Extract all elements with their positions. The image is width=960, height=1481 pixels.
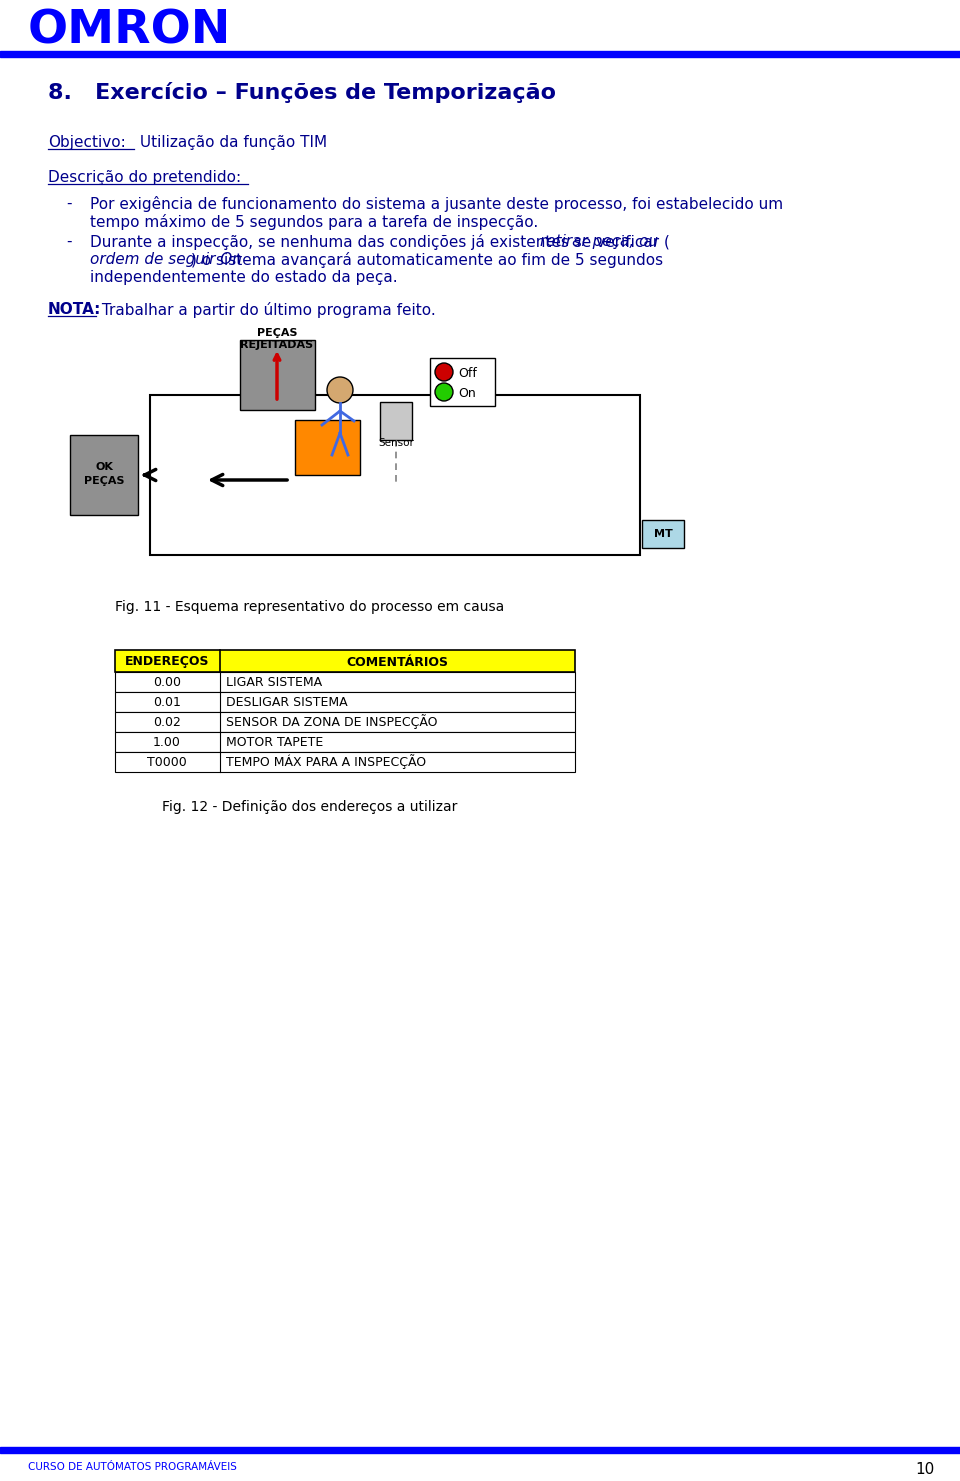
Text: PEÇAS: PEÇAS (256, 327, 298, 338)
Text: Trabalhar a partir do último programa feito.: Trabalhar a partir do último programa fe… (97, 302, 436, 318)
Text: SENSOR DA ZONA DE INSPECÇÃO: SENSOR DA ZONA DE INSPECÇÃO (226, 714, 438, 730)
Text: Fig. 12 - Definição dos endereços a utilizar: Fig. 12 - Definição dos endereços a util… (162, 800, 458, 815)
Text: ordem de seguir On: ordem de seguir On (90, 252, 242, 267)
Circle shape (327, 378, 353, 403)
Bar (115, 672, 575, 692)
Bar (240, 341, 315, 410)
Text: retirar peça, ou: retirar peça, ou (540, 234, 658, 249)
Text: Objectivo:: Objectivo: (48, 135, 126, 150)
Text: DESLIGAR SISTEMA: DESLIGAR SISTEMA (226, 696, 348, 708)
Bar (150, 395, 640, 555)
Text: REJEITADAS: REJEITADAS (240, 341, 314, 350)
Text: On: On (458, 387, 476, 400)
Text: -: - (66, 234, 71, 249)
Text: TEMPO MÁX PARA A INSPECÇÃO: TEMPO MÁX PARA A INSPECÇÃO (226, 754, 426, 770)
Text: 1.00: 1.00 (153, 736, 180, 748)
Text: Por exigência de funcionamento do sistema a jusante deste processo, foi estabele: Por exigência de funcionamento do sistem… (90, 195, 783, 212)
Bar (70, 435, 138, 515)
Text: tempo máximo de 5 segundos para a tarefa de inspecção.: tempo máximo de 5 segundos para a tarefa… (90, 213, 539, 230)
Text: Durante a inspecção, se nenhuma das condições já existentes se verificar (: Durante a inspecção, se nenhuma das cond… (90, 234, 670, 250)
Bar (115, 752, 575, 772)
Bar (380, 401, 412, 440)
Text: Descrição do pretendido:: Descrição do pretendido: (48, 170, 241, 185)
Text: Sensor: Sensor (378, 438, 414, 447)
Bar (115, 692, 575, 712)
Text: ) o sistema avançará automaticamente ao fim de 5 segundos: ) o sistema avançará automaticamente ao … (191, 252, 663, 268)
Text: 0.02: 0.02 (153, 715, 180, 729)
Bar (642, 520, 684, 548)
Text: CURSO DE AUTÓMATOS PROGRAMÁVEIS: CURSO DE AUTÓMATOS PROGRAMÁVEIS (28, 1462, 237, 1472)
Text: COMENTÁRIOS: COMENTÁRIOS (346, 656, 448, 668)
Bar (115, 732, 575, 752)
Text: OMRON: OMRON (28, 7, 231, 53)
Text: Fig. 11 - Esquema representativo do processo em causa: Fig. 11 - Esquema representativo do proc… (115, 600, 505, 615)
Text: Off: Off (458, 367, 477, 381)
Text: NOTA:: NOTA: (48, 302, 102, 317)
Text: LIGAR SISTEMA: LIGAR SISTEMA (226, 675, 323, 689)
Circle shape (435, 384, 453, 401)
Circle shape (435, 363, 453, 381)
Text: 10: 10 (916, 1462, 935, 1477)
Text: independentemente do estado da peça.: independentemente do estado da peça. (90, 270, 397, 284)
Text: MT: MT (654, 529, 672, 539)
Bar (115, 650, 575, 672)
Text: -: - (66, 195, 71, 210)
Text: 0.01: 0.01 (153, 696, 180, 708)
Bar (295, 421, 360, 475)
Text: ENDEREÇOS: ENDEREÇOS (125, 656, 209, 668)
Text: PEÇAS: PEÇAS (84, 475, 124, 486)
Text: MOTOR TAPETE: MOTOR TAPETE (226, 736, 324, 748)
Bar (430, 358, 495, 406)
Text: Utilização da função TIM: Utilização da função TIM (135, 135, 327, 150)
Bar (115, 712, 575, 732)
Text: T0000: T0000 (147, 755, 187, 769)
Text: OK: OK (95, 462, 113, 472)
Bar (0, 50, 960, 56)
Bar (0, 1447, 960, 1453)
Text: 0.00: 0.00 (153, 675, 181, 689)
Text: 8.   Exercício – Funções de Temporização: 8. Exercício – Funções de Temporização (48, 81, 556, 104)
